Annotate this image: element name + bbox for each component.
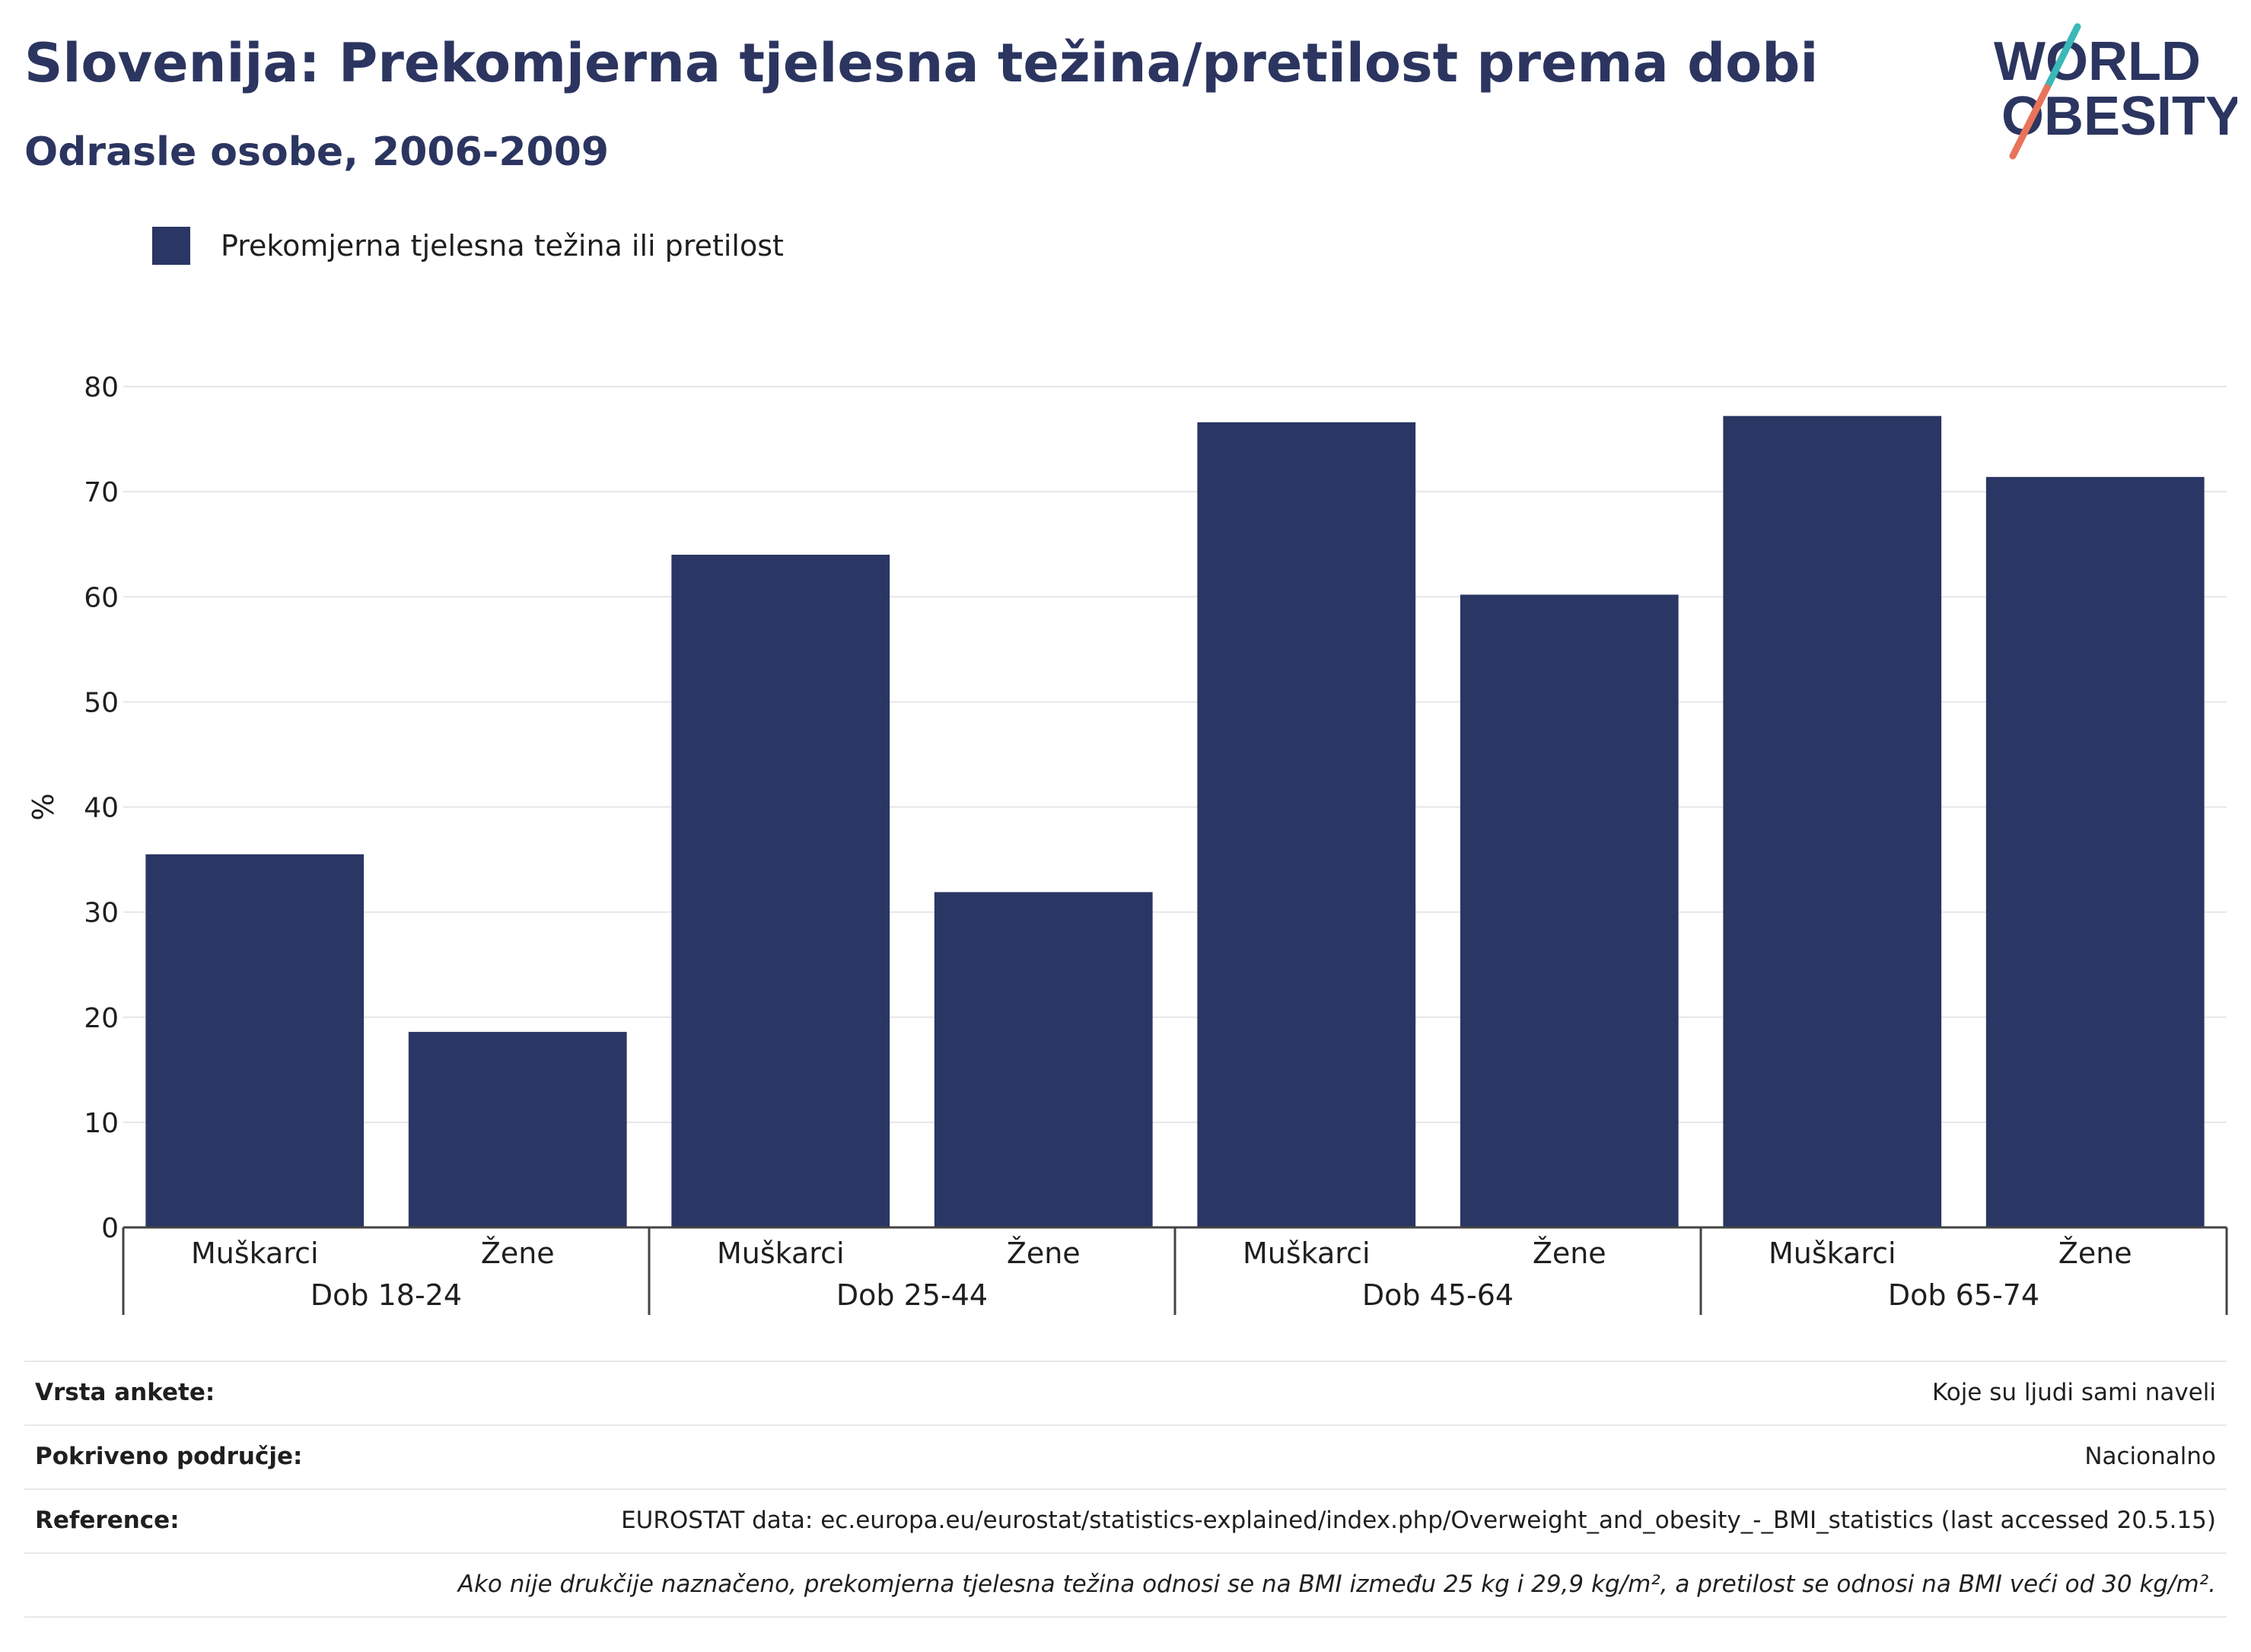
x-category-label: Muškarci: [191, 1237, 319, 1270]
x-category-label: Muškarci: [1243, 1237, 1371, 1270]
bar: [1985, 476, 2205, 1227]
logo-slash-teal: [2043, 23, 2081, 91]
bar: [934, 892, 1153, 1227]
chart-legend: Prekomjerna tjelesna težina ili pretilos…: [152, 227, 784, 265]
survey-value: Koje su ljudi sami naveli: [1931, 1379, 2216, 1406]
bar: [145, 854, 365, 1227]
bar: [1460, 594, 1679, 1227]
survey-label: Vrsta ankete:: [35, 1379, 215, 1406]
bar: [1723, 415, 1942, 1227]
bar: [671, 555, 890, 1227]
reference-value: EUROSTAT data: ec.europa.eu/eurostat/sta…: [621, 1507, 2216, 1534]
y-tick-label: 30: [84, 898, 119, 929]
x-category-label: Muškarci: [1769, 1237, 1896, 1270]
coverage-value: Nacionalno: [2084, 1443, 2216, 1470]
logo-slash-coral: [2009, 84, 2051, 160]
x-category-label: Žene: [1007, 1237, 1081, 1270]
y-tick-label: 50: [84, 687, 119, 718]
x-category-label: Žene: [2058, 1237, 2132, 1270]
legend-label: Prekomjerna tjelesna težina ili pretilos…: [221, 229, 784, 263]
coverage-label: Pokriveno područje:: [35, 1443, 303, 1470]
info-row-note: Ako nije drukčije naznačeno, prekomjerna…: [24, 1552, 2227, 1618]
x-category-label: Žene: [481, 1237, 555, 1270]
bar: [1197, 422, 1416, 1227]
chart-subtitle: Odrasle osobe, 2006-2009: [24, 129, 610, 175]
chart-title: Slovenija: Prekomjerna tjelesna težina/p…: [24, 32, 1819, 94]
y-tick-label: 20: [84, 1003, 119, 1034]
world-obesity-logo: WORLD OBESITY: [1994, 23, 2237, 160]
legend-swatch: [152, 227, 190, 265]
reference-label: Reference:: [35, 1507, 180, 1534]
y-axis-label: %: [27, 793, 60, 820]
bar: [408, 1032, 627, 1227]
y-tick-label: 10: [84, 1108, 119, 1139]
info-row-survey: Vrsta ankete: Koje su ljudi sami naveli: [24, 1361, 2227, 1424]
bar-chart: 0 10 20 30 40 50 60 70 80% Muškarci Žene Muškarci Že…: [27, 372, 2228, 1315]
x-group-label: Dob 25-44: [836, 1278, 988, 1312]
x-group-label: Dob 18-24: [310, 1278, 462, 1312]
info-table: Vrsta ankete: Koje su ljudi sami naveli …: [24, 1361, 2227, 1618]
logo-word-world: WORLD: [1994, 31, 2201, 92]
definition-note: Ako nije drukčije naznačeno, prekomjerna…: [457, 1571, 2216, 1598]
y-tick-label: 40: [84, 793, 119, 824]
x-group-label: Dob 45-64: [1362, 1278, 1514, 1312]
y-tick-label: 0: [101, 1213, 119, 1244]
y-tick-label: 70: [84, 477, 119, 508]
x-category-label: Žene: [1533, 1237, 1606, 1270]
y-tick-label: 60: [84, 582, 119, 613]
x-category-label: Muškarci: [717, 1237, 845, 1270]
y-tick-label: 80: [84, 372, 119, 403]
info-row-reference: Reference: EUROSTAT data: ec.europa.eu/e…: [24, 1488, 2227, 1552]
info-row-coverage: Pokriveno područje: Nacionalno: [24, 1424, 2227, 1488]
x-group-label: Dob 65-74: [1888, 1278, 2039, 1312]
